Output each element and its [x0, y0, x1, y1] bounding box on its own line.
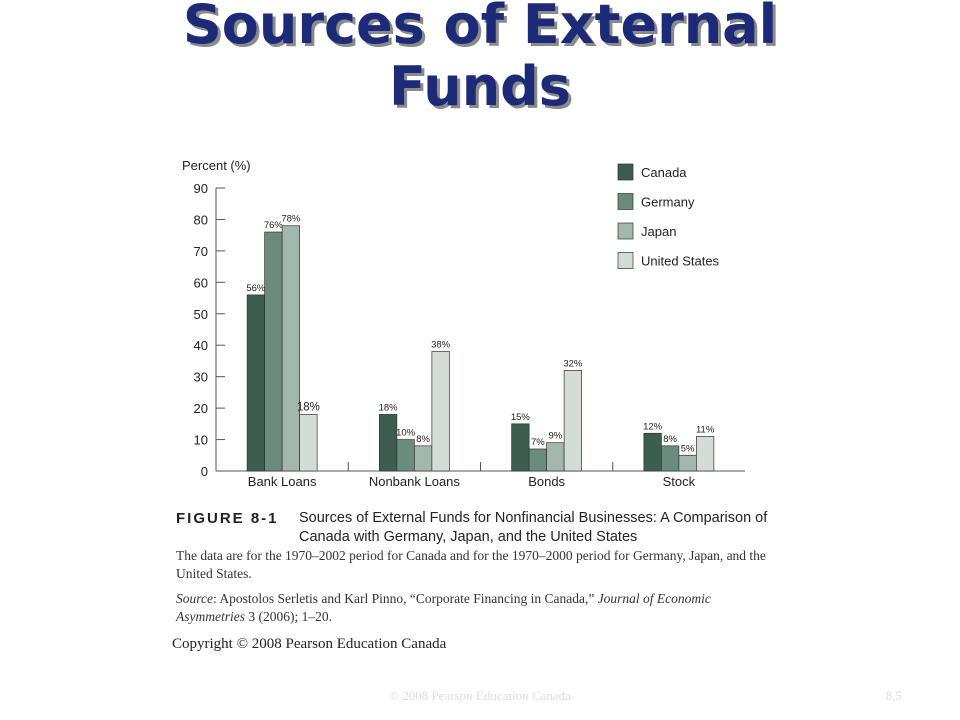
bar-united-states [431, 351, 450, 472]
copyright: Copyright © 2008 Pearson Education Canad… [172, 636, 447, 652]
data-label: 78% [281, 214, 301, 225]
source-label: Source [176, 591, 213, 606]
y-tick-label: 70 [194, 244, 208, 259]
bar-united-states [563, 370, 582, 472]
legend-swatch [617, 163, 634, 181]
data-label: 56% [246, 283, 266, 294]
bar-japan [281, 225, 300, 472]
y-tick-label: 50 [194, 307, 208, 322]
bar-canada [643, 432, 662, 472]
y-tick-label: 40 [194, 338, 208, 353]
x-tick-label: Bonds [528, 474, 565, 489]
figure-source: Source: Apostolos Serletis and Karl Pinn… [176, 590, 766, 626]
bar-germany [264, 231, 283, 472]
source-journal: Journal of Economic Asymmetries [176, 591, 711, 624]
legend-swatch [617, 193, 634, 210]
slide-title-line-2: Funds [389, 55, 571, 118]
bar-canada [511, 423, 530, 472]
y-axis-label: Percent (%) [182, 158, 251, 173]
bar-japan [414, 445, 433, 472]
data-label: 76% [264, 220, 284, 231]
data-label: 32% [563, 358, 583, 369]
data-label: 12% [643, 421, 663, 432]
x-tick-label: Nonbank Loans [369, 474, 461, 489]
legend-label: Japan [641, 224, 676, 239]
y-tick-label: 90 [194, 181, 208, 196]
slide-title-line-1: Sources of External [182, 0, 778, 56]
data-label: 8% [416, 434, 430, 445]
x-tick-label: Bank Loans [248, 474, 317, 489]
data-label: 9% [549, 431, 563, 442]
legend-swatch [617, 252, 634, 269]
slide-title: Sources of External Funds [0, 0, 960, 118]
data-label: 7% [531, 437, 545, 448]
legend-label: Germany [641, 195, 695, 210]
y-tick-label: 10 [194, 433, 208, 448]
legend-swatch [617, 222, 634, 240]
bar-germany [661, 445, 680, 472]
bar-united-states [696, 436, 715, 472]
data-label: 18% [379, 402, 399, 413]
bar-united-states [299, 414, 318, 472]
bar-germany [396, 439, 415, 472]
bar-canada [379, 414, 398, 472]
bar-chart: Percent (%) 0 10 20 30 40 50 60 70 80 90 56% 76%78% 1… [182, 158, 745, 489]
y-tick-label: 0 [201, 464, 208, 479]
source-text-2: 3 (2006); 1–20. [244, 609, 332, 624]
figure-title: Sources of External Funds for Nonfinanci… [299, 510, 768, 545]
figure-note: The data are for the 1970–2002 period fo… [176, 548, 766, 581]
y-tick-label: 80 [194, 212, 208, 227]
bar-germany [528, 448, 547, 472]
y-tick-label: 20 [194, 401, 208, 416]
page-number: 8.5 [885, 688, 902, 703]
bar-canada [246, 294, 265, 472]
y-tick-label: 30 [194, 370, 208, 385]
data-label: 15% [511, 412, 531, 423]
footer-copyright: © 2008 Pearson Education Canada [389, 688, 571, 703]
data-label: 18% [297, 401, 320, 413]
bar-japan [678, 454, 697, 472]
data-label: 38% [431, 340, 451, 351]
legend-label: Canada [641, 165, 687, 180]
data-label: 11% [696, 424, 715, 435]
figure-label: FIGURE 8-1 [176, 510, 279, 527]
data-label: 8% [663, 434, 677, 445]
source-text-1: : Apostolos Serletis and Karl Pinno, “Co… [213, 591, 598, 606]
y-tick-label: 60 [194, 275, 208, 290]
legend-label: United States [641, 254, 720, 269]
x-tick-label: Stock [663, 474, 696, 489]
data-label: 5% [681, 443, 695, 454]
data-label: 10% [396, 428, 416, 439]
bar-japan [546, 442, 565, 472]
